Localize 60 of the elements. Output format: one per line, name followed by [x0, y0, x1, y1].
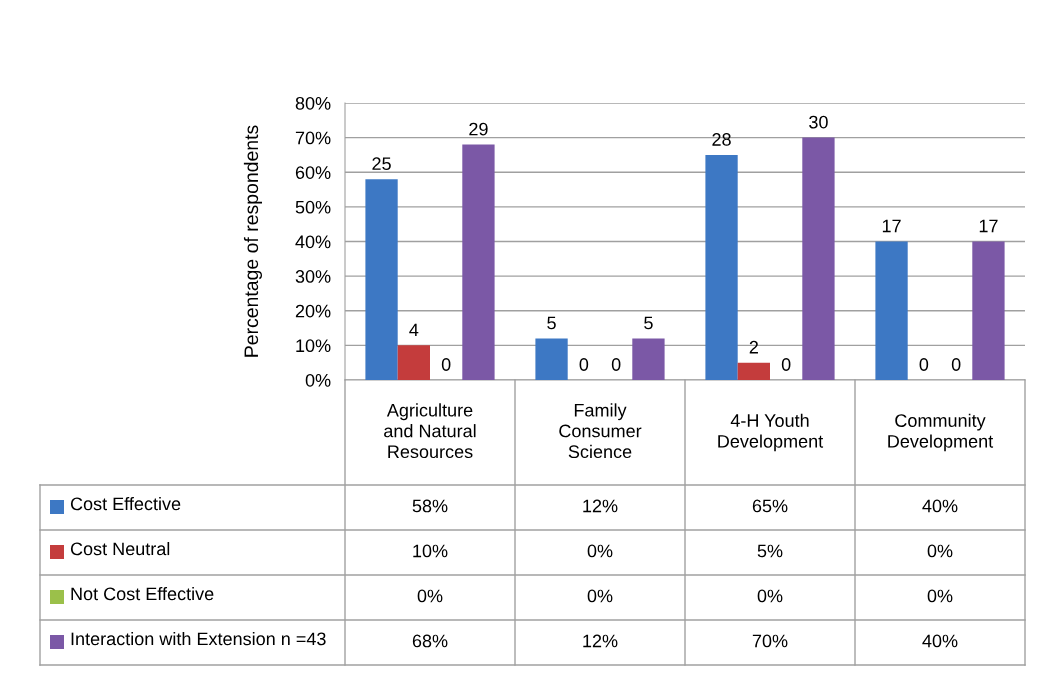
- annotation: 28: [712, 133, 731, 146]
- data-label: 0%: [587, 589, 613, 603]
- data-label: 0%: [757, 589, 783, 603]
- x-tick-label: Family Consumer Science: [559, 403, 642, 459]
- y-tick-label: 70%: [295, 131, 331, 145]
- annotation: 17: [979, 219, 998, 233]
- data-label: 40%: [922, 634, 958, 648]
- data-label: 40%: [922, 499, 958, 513]
- bar: [632, 338, 665, 380]
- annotation: 30: [809, 115, 828, 129]
- y-tick-label: 80%: [295, 96, 331, 110]
- annotation: 17: [882, 219, 901, 233]
- annotation: 5: [644, 316, 653, 330]
- data-label: 0%: [587, 544, 613, 558]
- y-tick-label: 20%: [295, 304, 331, 318]
- annotation: 0: [919, 358, 929, 371]
- x-tick-label: Community Development: [888, 413, 994, 452]
- legend-label: Interaction with Extension n =43: [71, 632, 326, 646]
- bar: [535, 338, 568, 380]
- bar: [462, 144, 495, 380]
- bar: [802, 137, 835, 380]
- annotation: 0: [951, 358, 961, 371]
- legend-label: Cost Effective: [70, 497, 181, 511]
- y-tick-label: 60%: [295, 166, 331, 179]
- data-label: 0%: [417, 589, 443, 603]
- data-label: 5%: [757, 544, 783, 558]
- data-label: 65%: [752, 499, 788, 513]
- y-axis-title: Percentage of respondents: [243, 125, 262, 357]
- annotation: 5: [547, 316, 556, 330]
- bar: [875, 241, 908, 380]
- annotation: 0: [781, 358, 791, 371]
- annotation: 25: [372, 157, 391, 171]
- y-tick-label: 50%: [295, 200, 331, 214]
- bar: [737, 362, 770, 380]
- annotation: 29: [469, 122, 488, 136]
- bar: [397, 345, 430, 380]
- data-label: 12%: [583, 499, 618, 513]
- legend-label: Not Cost Effective: [71, 587, 214, 601]
- y-tick-label: 40%: [295, 235, 331, 249]
- x-tick-label: 4-H Youth Development: [718, 413, 824, 452]
- x-tick-label: Agriculture and Natural Resources: [384, 403, 476, 459]
- annotation: 4: [409, 323, 419, 337]
- data-label: 58%: [412, 499, 448, 513]
- data-label: 12%: [583, 634, 618, 648]
- legend-label: Cost Neutral: [70, 542, 170, 556]
- annotation: 0: [611, 358, 621, 371]
- annotation: 2: [749, 340, 758, 354]
- data-label: 70%: [752, 634, 788, 648]
- data-label: 10%: [413, 544, 448, 558]
- bar: [972, 241, 1005, 380]
- bar: [705, 154, 738, 380]
- y-tick-label: 10%: [296, 339, 331, 353]
- y-tick-label: 30%: [295, 270, 331, 283]
- y-tick-label: 0%: [305, 373, 331, 387]
- bar: [365, 179, 398, 380]
- annotation: 0: [579, 358, 589, 371]
- data-label: 68%: [412, 634, 448, 648]
- data-label: 0%: [927, 589, 953, 603]
- data-label: 0%: [927, 544, 953, 558]
- annotation: 0: [441, 358, 451, 371]
